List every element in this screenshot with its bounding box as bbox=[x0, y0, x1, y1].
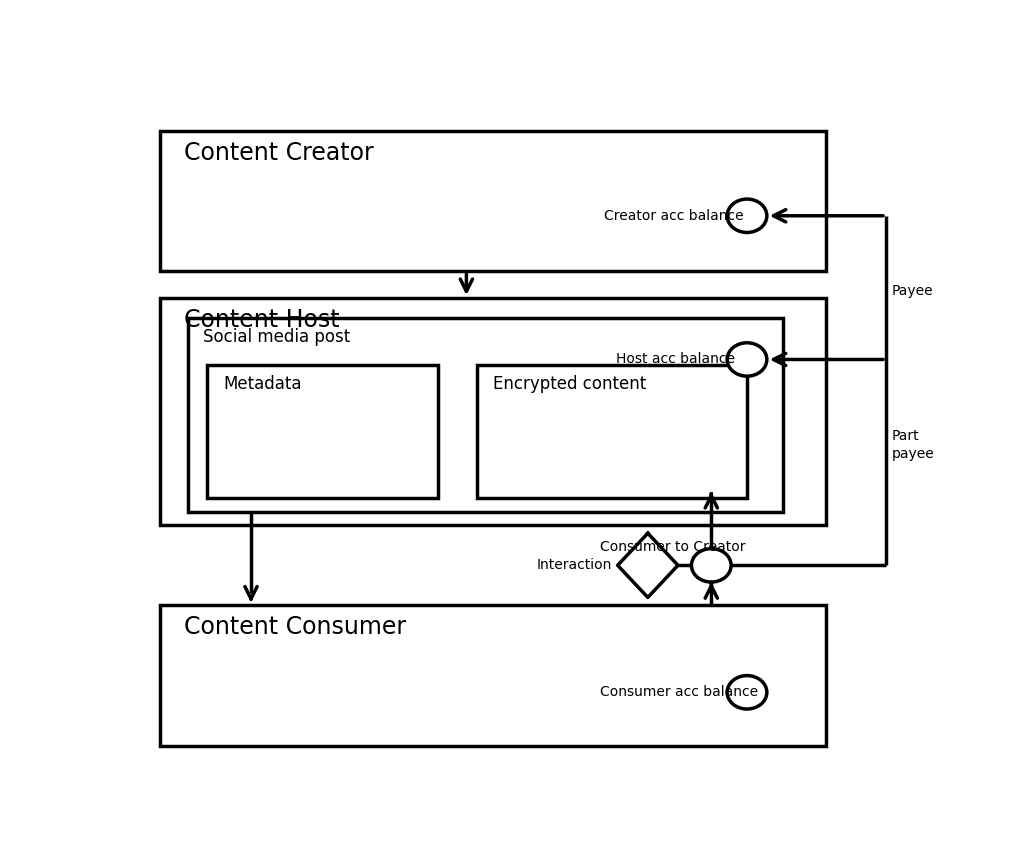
Bar bbox=[160, 606, 826, 746]
Circle shape bbox=[691, 549, 731, 582]
Text: Content Consumer: Content Consumer bbox=[183, 615, 406, 640]
Bar bbox=[477, 365, 748, 498]
Text: Content Host: Content Host bbox=[183, 308, 339, 332]
Circle shape bbox=[727, 199, 767, 233]
Polygon shape bbox=[617, 533, 678, 597]
Circle shape bbox=[727, 343, 767, 376]
Text: Metadata: Metadata bbox=[223, 375, 302, 393]
Circle shape bbox=[727, 675, 767, 709]
Bar bbox=[207, 365, 437, 498]
Text: Payee: Payee bbox=[892, 285, 933, 299]
Bar bbox=[160, 298, 826, 525]
Text: Consumer to Creator: Consumer to Creator bbox=[600, 540, 745, 554]
Bar bbox=[187, 318, 782, 512]
Text: Host acc balance: Host acc balance bbox=[616, 352, 735, 366]
Text: Social media post: Social media post bbox=[204, 328, 350, 346]
Text: Encrypted content: Encrypted content bbox=[494, 375, 646, 393]
Text: Content Creator: Content Creator bbox=[183, 141, 374, 165]
Text: Creator acc balance: Creator acc balance bbox=[604, 209, 743, 223]
Text: Consumer acc balance: Consumer acc balance bbox=[600, 686, 759, 700]
Text: Interaction: Interaction bbox=[537, 558, 612, 572]
Bar bbox=[160, 131, 826, 271]
Text: Part
payee: Part payee bbox=[892, 429, 934, 461]
